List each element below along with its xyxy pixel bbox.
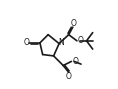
- Text: O: O: [23, 38, 29, 47]
- Text: N: N: [58, 38, 64, 47]
- Text: O: O: [72, 57, 78, 66]
- Text: O: O: [78, 36, 84, 45]
- Text: O: O: [71, 19, 76, 28]
- Text: O: O: [66, 72, 72, 81]
